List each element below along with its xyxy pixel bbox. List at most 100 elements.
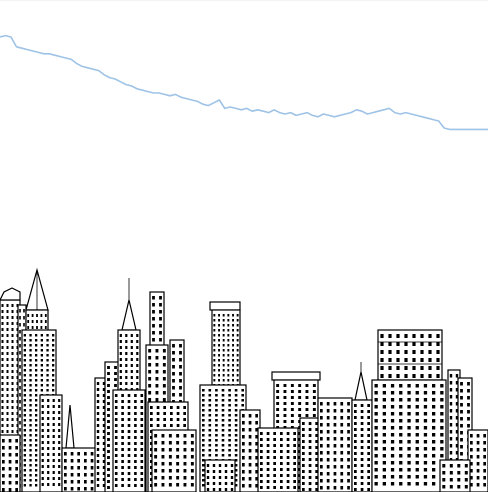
building-window [121,430,124,433]
building-window [449,416,453,420]
building-window [290,420,294,423]
building-window [35,389,38,392]
building-window [248,477,252,481]
building-window [35,409,38,412]
building-window [340,444,344,448]
building-window [52,379,55,382]
building-window [11,418,14,421]
building-window [460,410,463,414]
building-window [35,479,38,482]
building-window [107,390,110,393]
building-window [19,323,21,327]
building-window [52,447,55,450]
building-window [170,424,173,427]
building-window [46,334,49,337]
building-window [266,444,270,447]
building-window [382,405,386,409]
building-window [148,384,152,388]
building-window [23,344,26,347]
building-window [423,391,428,395]
building-window [168,462,172,466]
building-window [227,364,230,367]
building-window [234,474,238,477]
building-window [286,474,290,477]
building-window [46,384,49,387]
building-window [360,458,364,461]
building-window [221,389,225,392]
building-window [11,358,14,361]
building-window [360,482,364,485]
building-window [35,374,38,377]
building-window [1,358,4,361]
building-window [283,396,287,399]
building-window [58,453,61,456]
building-window [347,409,350,413]
building-window [293,456,296,459]
building-window [140,406,144,409]
building-window [64,452,67,456]
building-window [148,398,152,402]
building-window [460,438,463,442]
building-window [29,379,32,382]
building-window [179,358,182,362]
building-window [340,479,344,483]
building-window [222,344,225,347]
building-window [102,424,106,427]
building-window [172,358,175,362]
building-window [121,424,124,427]
building-window [96,442,100,445]
building-window [23,369,26,372]
building-window [1,322,4,325]
building-window [347,430,350,434]
building-window [367,458,370,461]
top-divider [0,0,488,1]
building-window [107,450,110,453]
building-window [367,470,370,473]
building-window [390,440,395,444]
building-window [236,359,239,362]
building-window [308,476,312,479]
building-window [8,481,12,485]
building-window [404,358,408,362]
building-window [415,454,419,458]
building-window [407,475,411,479]
building-window [221,419,225,422]
building-window [6,430,9,433]
building-window [215,419,218,422]
building-window [222,379,225,382]
building-window [483,455,486,459]
building-window [23,404,26,407]
building-window [161,455,165,459]
building-window [218,364,220,367]
building-window [215,429,218,432]
building-window [119,370,122,373]
building-window [221,429,225,432]
building-window [29,349,32,352]
building-window [423,454,428,458]
spire [121,299,137,331]
building-window [228,414,231,417]
building-window [423,405,428,409]
building-window [407,468,411,472]
building-window [388,342,392,346]
building-window [227,349,230,352]
building-window [470,476,473,480]
building-window [260,432,263,435]
building-window [183,406,186,409]
building-window [11,352,14,355]
building-window [428,342,432,346]
building-window [208,449,212,452]
building-window [320,465,323,469]
building-window [415,475,419,479]
city-skyline-illustration [0,267,488,492]
building-window [35,429,38,432]
building-window [449,485,453,489]
building-window [455,437,459,441]
building-window [96,472,100,475]
building-window [354,470,357,473]
building-window [119,358,122,361]
building-window [107,438,110,441]
building-window [125,352,128,355]
building-window [168,441,172,445]
building-window [432,405,436,409]
